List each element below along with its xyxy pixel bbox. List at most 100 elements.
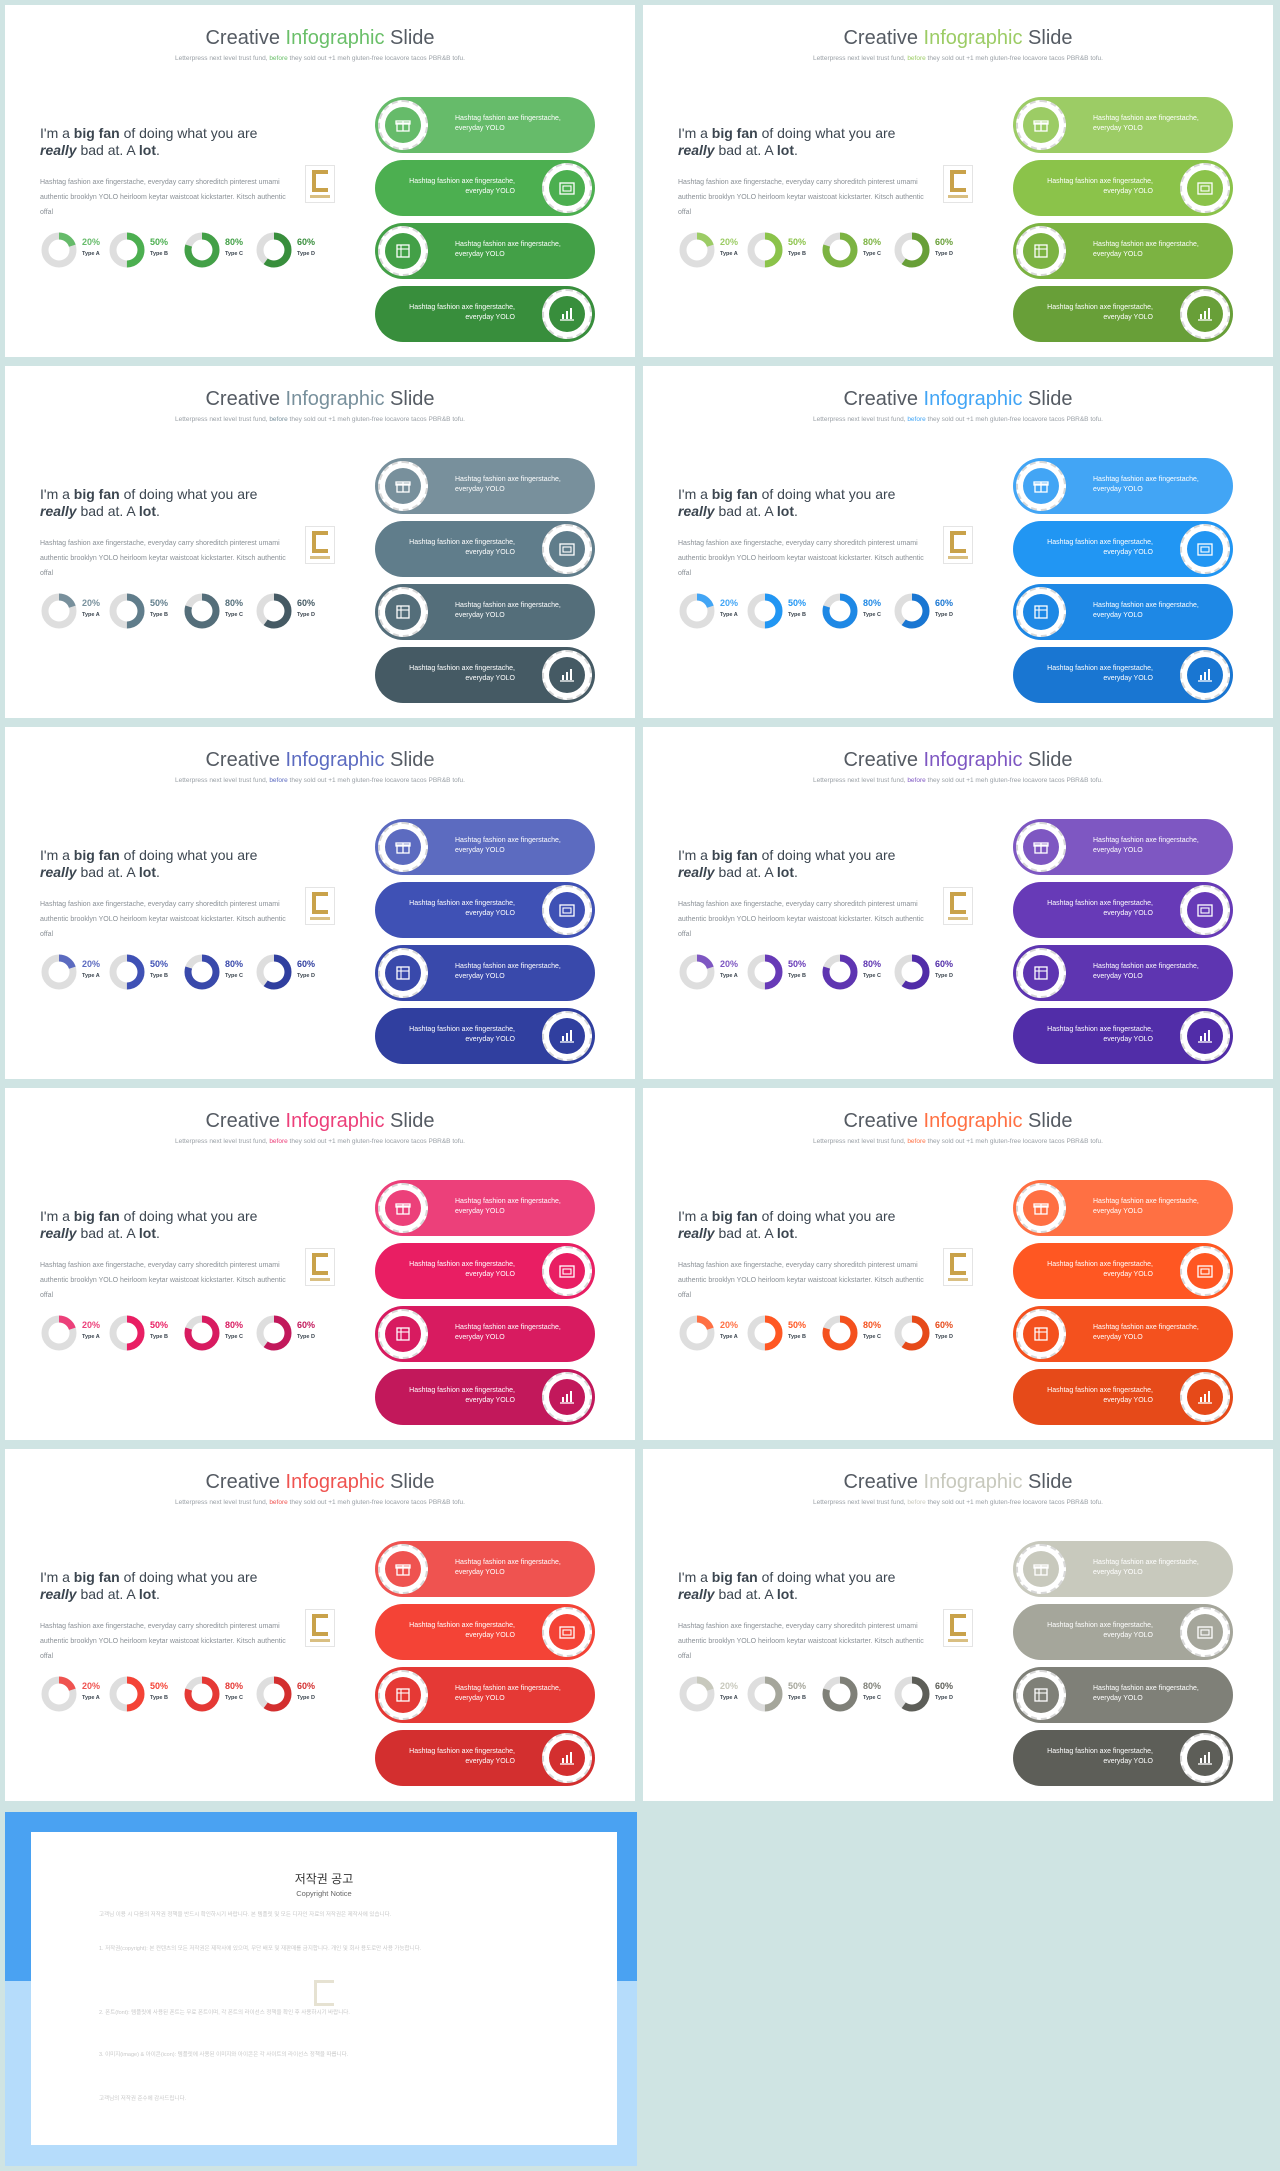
slide-thumbnail-pink[interactable]: Creative Infographic Slide Letterpress ne… (5, 1088, 635, 1440)
info-pill[interactable]: Hashtag fashion axe fingerstache, everyd… (375, 458, 595, 514)
title-part: Slide (1022, 1471, 1073, 1493)
pill-icon-ring (378, 948, 428, 998)
donut-percent: 50% (788, 1681, 807, 1691)
info-pill[interactable]: Hashtag fashion axe fingerstache, everyd… (375, 97, 595, 153)
info-pill[interactable]: Hashtag fashion axe fingerstache, everyd… (375, 1369, 595, 1425)
pill-icon-disc (1187, 657, 1223, 693)
company-logo (305, 1248, 335, 1286)
info-pill[interactable]: Hashtag fashion axe fingerstache, everyd… (375, 223, 595, 279)
info-pill[interactable]: Hashtag fashion axe fingerstache, everyd… (1013, 521, 1233, 577)
pill-icon-disc (1023, 468, 1059, 504)
heading-bold: lot (776, 864, 794, 880)
info-pill[interactable]: Hashtag fashion axe fingerstache, everyd… (375, 160, 595, 216)
info-pill[interactable]: Hashtag fashion axe fingerstache, everyd… (1013, 160, 1233, 216)
pill-icon-disc (1023, 1677, 1059, 1713)
heading-part: bad at. A (76, 1225, 139, 1241)
slide-thumbnail-green[interactable]: Creative Infographic Slide Letterpress ne… (5, 5, 635, 357)
info-pill[interactable]: Hashtag fashion axe fingerstache, everyd… (1013, 458, 1233, 514)
info-pill[interactable]: Hashtag fashion axe fingerstache, everyd… (1013, 1243, 1233, 1299)
copyright-para: 3. 이미지(image) & 아이콘(icon): 템플릿에 사용된 이미지와… (99, 2052, 349, 2058)
bar-chart-icon (560, 1030, 574, 1043)
title-part: Creative (205, 1471, 286, 1493)
info-pill[interactable]: Hashtag fashion axe fingerstache, everyd… (375, 1306, 595, 1362)
info-pill[interactable]: Hashtag fashion axe fingerstache, everyd… (375, 1604, 595, 1660)
pill-text: Hashtag fashion axe fingerstache, everyd… (455, 602, 561, 619)
slide-thumbnail-grey[interactable]: Creative Infographic Slide Letterpress ne… (643, 1449, 1273, 1801)
info-pill[interactable]: Hashtag fashion axe fingerstache, everyd… (1013, 1008, 1233, 1064)
heading-part: bad at. A (714, 1225, 777, 1241)
pill-icon-disc (549, 1740, 585, 1776)
info-pill[interactable]: Hashtag fashion axe fingerstache, everyd… (375, 1243, 595, 1299)
slide-thumbnail-lime[interactable]: Creative Infographic Slide Letterpress ne… (643, 5, 1273, 357)
donut-percent: 20% (82, 1681, 101, 1691)
info-pill[interactable]: Hashtag fashion axe fingerstache, everyd… (375, 1180, 595, 1236)
donut-percent: 50% (150, 598, 169, 608)
picture-icon (559, 904, 575, 917)
info-pill[interactable]: Hashtag fashion axe fingerstache, everyd… (375, 1667, 595, 1723)
heading-part: I'm a (40, 847, 74, 863)
donut-chart (255, 953, 293, 991)
info-pill[interactable]: Hashtag fashion axe fingerstache, everyd… (375, 1730, 595, 1786)
heading-italic: really (40, 142, 77, 158)
slide-heading: I'm a big fan of doing what you are reall… (40, 847, 300, 881)
info-pill[interactable]: Hashtag fashion axe fingerstache, everyd… (1013, 584, 1233, 640)
info-pill[interactable]: Hashtag fashion axe fingerstache, everyd… (1013, 223, 1233, 279)
slide-thumbnail-red[interactable]: Creative Infographic Slide Letterpress ne… (5, 1449, 635, 1801)
info-pill[interactable]: Hashtag fashion axe fingerstache, everyd… (375, 882, 595, 938)
pill-text: Hashtag fashion axe fingerstache, everyd… (1093, 476, 1199, 493)
info-pill[interactable]: Hashtag fashion axe fingerstache, everyd… (1013, 1541, 1233, 1597)
info-pill[interactable]: Hashtag fashion axe fingerstache, everyd… (375, 647, 595, 703)
slide-subtitle: Letterpress next level trust fund, befor… (643, 55, 1273, 62)
slide-title: Creative Infographic Slide (5, 27, 635, 50)
info-pill[interactable]: Hashtag fashion axe fingerstache, everyd… (375, 1541, 595, 1597)
info-pill[interactable]: Hashtag fashion axe fingerstache, everyd… (1013, 819, 1233, 875)
info-pill[interactable]: Hashtag fashion axe fingerstache, everyd… (1013, 97, 1233, 153)
info-pill[interactable]: Hashtag fashion axe fingerstache, everyd… (375, 584, 595, 640)
slide-thumbnail-blue[interactable]: Creative Infographic Slide Letterpress ne… (643, 366, 1273, 718)
copyright-slide[interactable]: 저작권 공고 Copyright Notice 고객님 이용 시 다음의 저작권… (5, 1812, 637, 2166)
donut-chart (183, 1314, 221, 1352)
info-pill[interactable]: Hashtag fashion axe fingerstache, everyd… (375, 1008, 595, 1064)
slide-thumbnail-purple[interactable]: Creative Infographic Slide Letterpress ne… (643, 727, 1273, 1079)
subtitle-part: they sold out +1 meh gluten-free locavor… (287, 416, 465, 423)
info-pill[interactable]: Hashtag fashion axe fingerstache, everyd… (375, 286, 595, 342)
subtitle-part: they sold out +1 meh gluten-free locavor… (287, 777, 465, 784)
slide-thumbnail-indigo[interactable]: Creative Infographic Slide Letterpress ne… (5, 727, 635, 1079)
heading-part: bad at. A (76, 503, 139, 519)
pill-icon-disc (1023, 955, 1059, 991)
pill-icon-ring (542, 1246, 592, 1296)
info-pill[interactable]: Hashtag fashion axe fingerstache, everyd… (1013, 286, 1233, 342)
bar-chart-icon (1198, 1752, 1212, 1765)
info-pill[interactable]: Hashtag fashion axe fingerstache, everyd… (1013, 1667, 1233, 1723)
box-icon (1034, 1327, 1048, 1341)
subtitle-highlight: before (269, 777, 288, 784)
slide-thumbnail-orange[interactable]: Creative Infographic Slide Letterpress ne… (643, 1088, 1273, 1440)
info-pill[interactable]: Hashtag fashion axe fingerstache, everyd… (1013, 1369, 1233, 1425)
donut-type-label: Type C (863, 251, 881, 257)
info-pill[interactable]: Hashtag fashion axe fingerstache, everyd… (1013, 1604, 1233, 1660)
gift-icon (1033, 120, 1049, 132)
heading-italic: really (40, 1225, 77, 1241)
subtitle-highlight: before (269, 1499, 288, 1506)
slide-thumbnail-blue-grey[interactable]: Creative Infographic Slide Letterpress ne… (5, 366, 635, 718)
gift-icon (395, 1564, 411, 1576)
info-pill[interactable]: Hashtag fashion axe fingerstache, everyd… (375, 521, 595, 577)
heading-bold: big fan (711, 1569, 758, 1585)
title-part: Slide (384, 1471, 435, 1493)
heading-part: bad at. A (714, 142, 777, 158)
donut-type-label: Type A (720, 251, 738, 257)
info-pill[interactable]: Hashtag fashion axe fingerstache, everyd… (1013, 1306, 1233, 1362)
info-pill[interactable]: Hashtag fashion axe fingerstache, everyd… (375, 945, 595, 1001)
heading-part: . (793, 142, 798, 158)
subtitle-part: Letterpress next level trust fund, (175, 1138, 270, 1145)
info-pill[interactable]: Hashtag fashion axe fingerstache, everyd… (1013, 1730, 1233, 1786)
pill-text: Hashtag fashion axe fingerstache, everyd… (1047, 539, 1153, 556)
info-pill[interactable]: Hashtag fashion axe fingerstache, everyd… (1013, 1180, 1233, 1236)
donut-percent: 80% (863, 959, 882, 969)
gift-icon (395, 842, 411, 854)
info-pill[interactable]: Hashtag fashion axe fingerstache, everyd… (1013, 882, 1233, 938)
info-pill[interactable]: Hashtag fashion axe fingerstache, everyd… (1013, 945, 1233, 1001)
info-pill[interactable]: Hashtag fashion axe fingerstache, everyd… (375, 819, 595, 875)
info-pill[interactable]: Hashtag fashion axe fingerstache, everyd… (1013, 647, 1233, 703)
title-part: Creative (205, 27, 286, 49)
